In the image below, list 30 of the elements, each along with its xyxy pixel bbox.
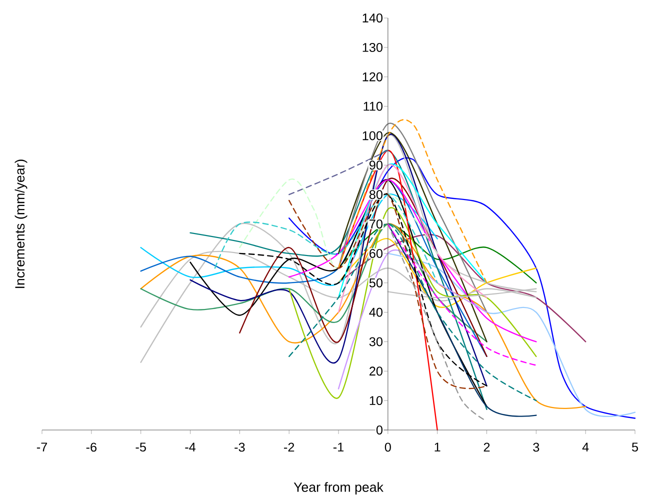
x-tick-label: 3 (533, 442, 540, 452)
y-tick-label: 50 (369, 278, 382, 288)
y-tick-label: 30 (369, 337, 382, 346)
y-tick-label: 80 (369, 190, 382, 200)
y-tick-label: 0 (376, 426, 382, 434)
y-tick-label: 70 (370, 220, 382, 228)
x-tick-label: -5 (136, 442, 146, 452)
y-tick-label: 60 (370, 248, 382, 258)
x-tick-label: 0 (384, 442, 391, 452)
x-tick-label: 5 (632, 442, 638, 452)
x-tick-label: -4 (185, 442, 196, 452)
x-tick-label: -1 (333, 442, 344, 452)
y-tick-label: 10 (370, 396, 382, 406)
x-tick-label: 2 (484, 442, 490, 452)
y-tick-label: 20 (370, 366, 382, 376)
x-axis-title: Year from peak (294, 482, 384, 495)
y-tick-label: 110 (364, 102, 382, 111)
y-tick-label: 120 (362, 72, 382, 82)
y-tick-label: 130 (362, 42, 382, 52)
y-tick-label: 40 (369, 308, 382, 317)
y-tick-label: 90 (369, 160, 382, 170)
x-tick-label: -7 (36, 442, 48, 452)
y-tick-label: 140 (362, 14, 382, 22)
y-axis-title: Increments (mm/year) (14, 160, 28, 288)
y-tick-label: 100 (362, 131, 382, 140)
x-tick-label: 4 (582, 442, 589, 452)
x-tick-label: -2 (284, 442, 294, 452)
x-tick-label: -6 (86, 442, 96, 452)
x-tick-label: 1 (434, 442, 440, 452)
x-tick-label: -3 (234, 442, 245, 452)
